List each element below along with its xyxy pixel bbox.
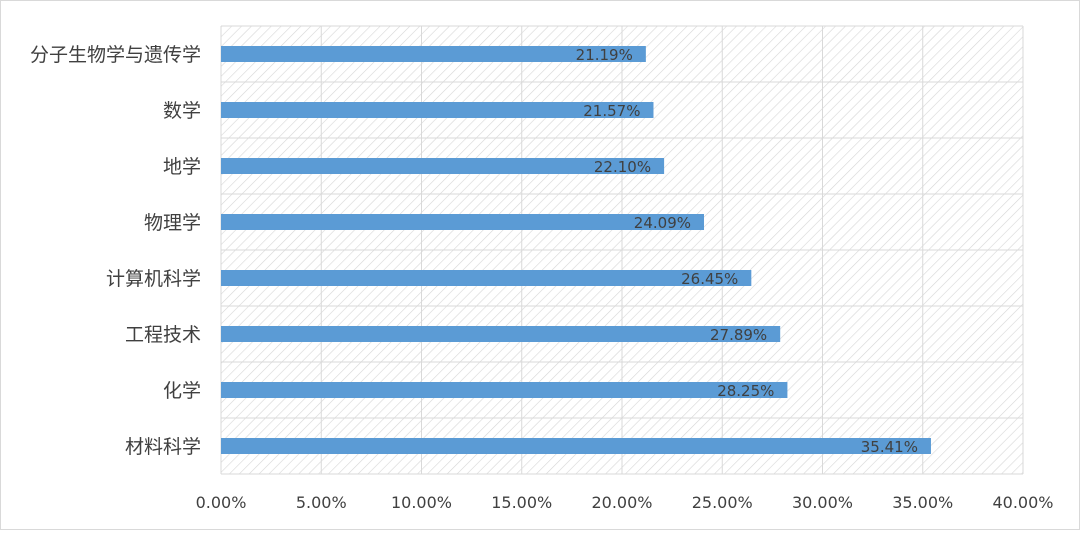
bar — [221, 102, 654, 118]
bar — [221, 46, 646, 62]
category-label: 材料科学 — [125, 436, 201, 458]
category-label: 计算机科学 — [106, 268, 201, 290]
x-tick-label: 5.00% — [296, 493, 347, 512]
x-tick-label: 20.00% — [591, 493, 652, 512]
category-label: 数学 — [163, 100, 201, 122]
x-tick-label: 10.00% — [391, 493, 452, 512]
bar — [221, 158, 665, 174]
bar — [221, 382, 788, 398]
data-label: 28.25% — [717, 382, 774, 400]
category-label: 物理学 — [144, 212, 201, 234]
data-label: 24.09% — [634, 214, 691, 232]
category-label: 分子生物学与遗传学 — [30, 44, 201, 66]
bar — [221, 438, 931, 454]
category-label: 地学 — [163, 156, 201, 178]
data-label: 21.57% — [583, 102, 640, 120]
data-label: 35.41% — [861, 438, 918, 456]
x-tick-label: 35.00% — [892, 493, 953, 512]
data-label: 21.19% — [576, 46, 633, 64]
x-tick-label: 30.00% — [792, 493, 853, 512]
x-tick-label: 25.00% — [692, 493, 753, 512]
data-label: 22.10% — [594, 158, 651, 176]
category-label: 工程技术 — [125, 324, 201, 346]
bar — [221, 270, 752, 286]
bar — [221, 214, 705, 230]
data-label: 26.45% — [681, 270, 738, 288]
bar — [221, 326, 781, 342]
x-tick-label: 40.00% — [992, 493, 1053, 512]
x-tick-label: 15.00% — [491, 493, 552, 512]
x-tick-label: 0.00% — [196, 493, 247, 512]
category-label: 化学 — [163, 380, 201, 402]
bar-layer — [221, 46, 931, 454]
label-layer: 0.00% 5.00% 10.00% 15.00% 20.00% 25.00% 30.00%… — [30, 44, 1054, 512]
data-label: 27.89% — [710, 326, 767, 344]
grid-layer — [220, 25, 1024, 475]
